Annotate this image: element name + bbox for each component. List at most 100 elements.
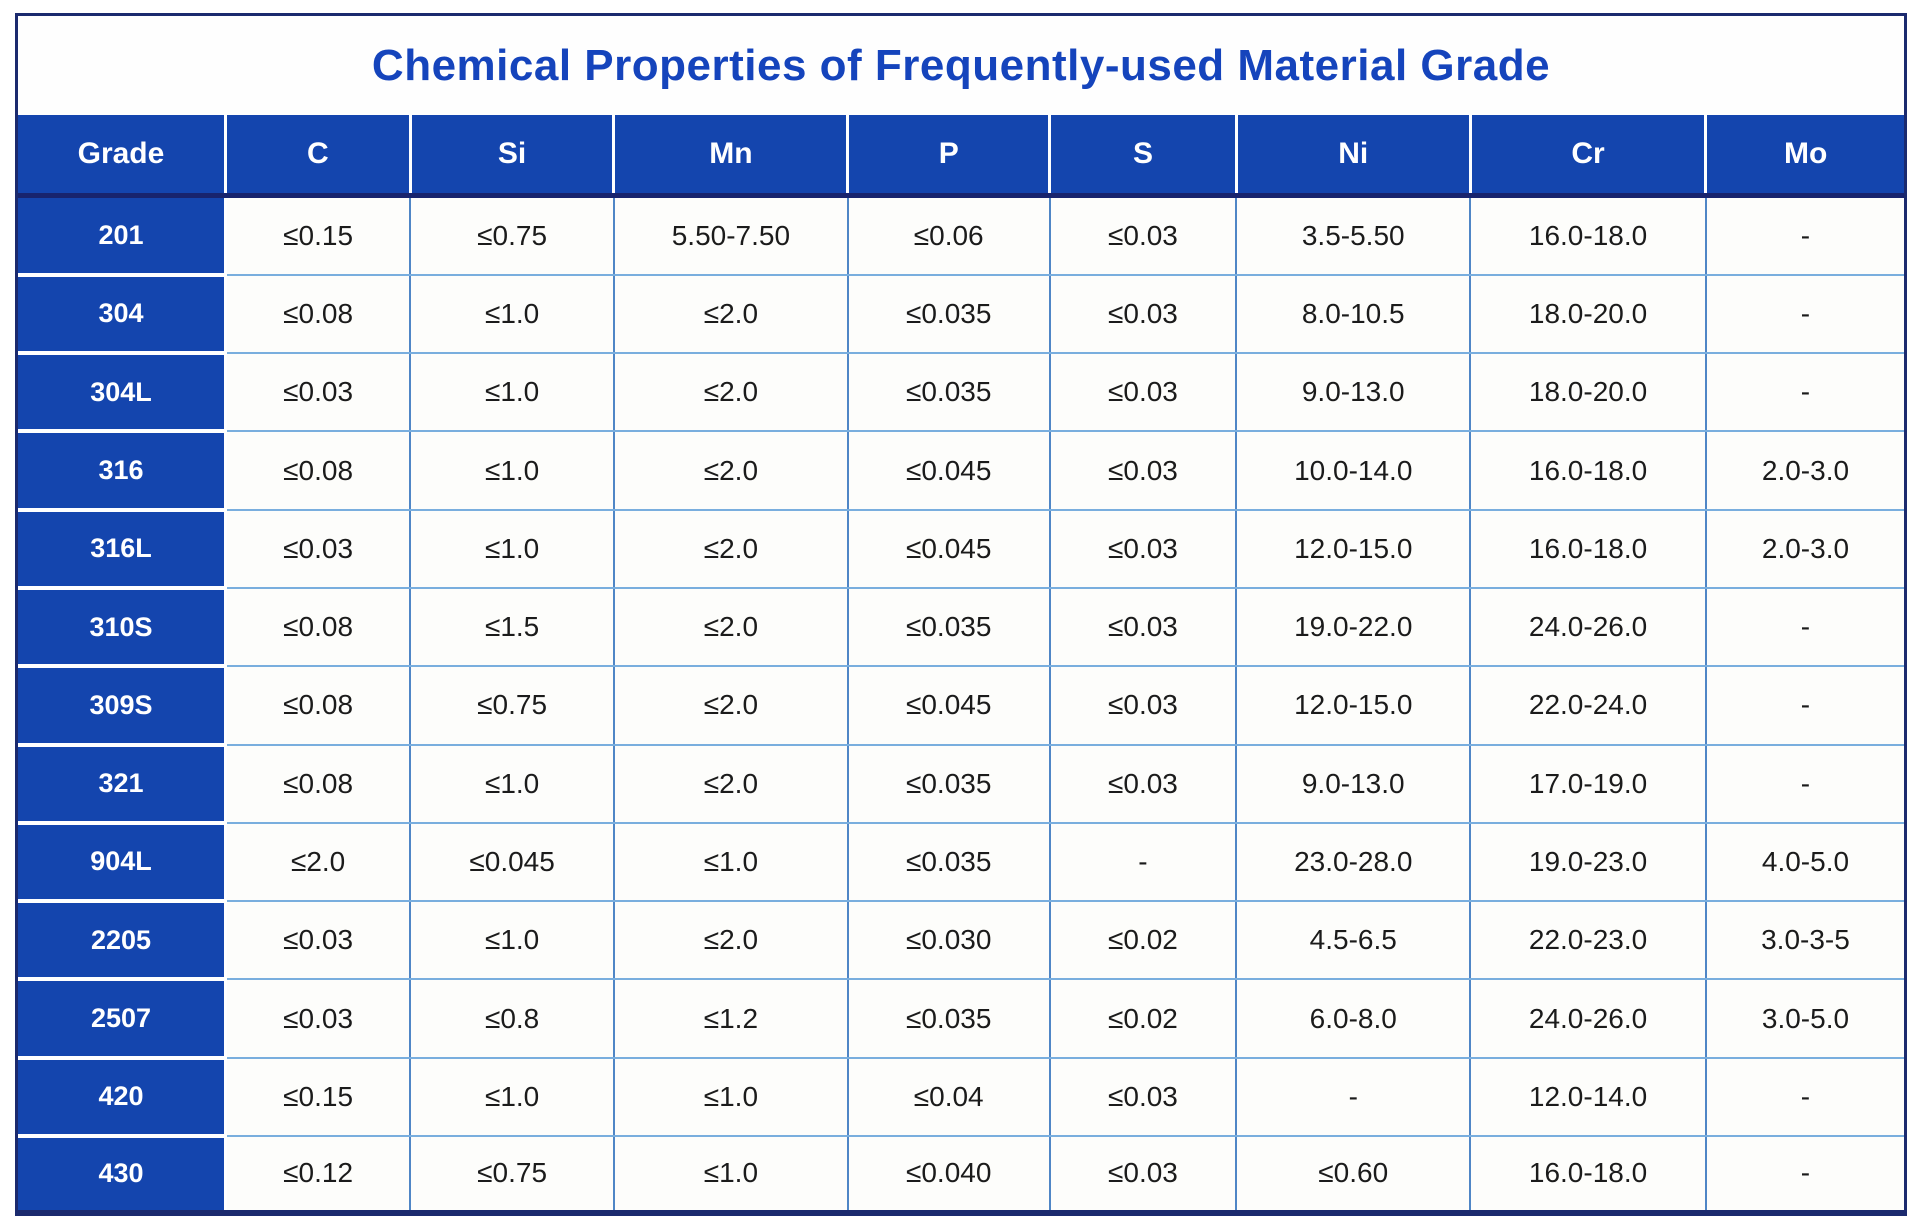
data-cell: ≤0.040 (847, 1135, 1051, 1210)
table-row: 316 ≤0.08 ≤1.0 ≤2.0 ≤0.045 ≤0.03 10.0-14.0 16.0… (18, 431, 1904, 512)
data-cell: ≤2.0 (613, 353, 849, 433)
data-cell: 2.0-3.0 (1705, 509, 1904, 589)
data-cell: - (1705, 195, 1904, 276)
data-cell: ≤0.035 (847, 274, 1051, 355)
data-cell: ≤1.0 (613, 1135, 849, 1210)
data-cell: ≤0.12 (225, 1135, 412, 1210)
data-cell: - (1705, 744, 1904, 824)
data-cell: ≤0.045 (847, 431, 1051, 511)
data-cell: 19.0-23.0 (1470, 822, 1707, 903)
data-cell: 18.0-20.0 (1470, 274, 1707, 355)
data-cell: ≤0.03 (1049, 1135, 1238, 1210)
data-cell: ≤1.5 (410, 587, 615, 668)
data-cell: ≤0.8 (410, 979, 615, 1059)
grade-cell: 201 (18, 195, 227, 277)
grade-cell: 420 (18, 1057, 227, 1138)
column-header-c: C (225, 115, 412, 198)
column-header-mo: Mo (1705, 115, 1904, 198)
data-cell: 2.0-3.0 (1705, 431, 1904, 511)
grade-cell: 321 (18, 744, 227, 825)
grade-cell: 304 (18, 274, 227, 356)
data-cell: ≤0.08 (225, 431, 412, 511)
data-cell: ≤0.03 (1049, 509, 1238, 589)
grade-cell: 304L (18, 353, 227, 434)
data-cell: ≤2.0 (613, 587, 849, 668)
grade-cell: 316L (18, 509, 227, 590)
data-cell: ≤2.0 (613, 666, 849, 746)
data-cell: ≤0.15 (225, 1057, 412, 1137)
grade-cell: 309S (18, 666, 227, 747)
data-cell: ≤0.15 (225, 195, 412, 276)
data-cell: 3.5-5.50 (1236, 195, 1472, 276)
data-cell: ≤1.0 (410, 431, 615, 511)
table-header-row: Grade C Si Mn P S Ni Cr Mo (18, 115, 1904, 198)
data-cell: ≤0.03 (1049, 666, 1238, 746)
data-cell: ≤1.0 (410, 1057, 615, 1137)
data-cell: 17.0-19.0 (1470, 744, 1707, 824)
data-cell: ≤1.0 (613, 1057, 849, 1137)
data-cell: ≤0.03 (1049, 431, 1238, 511)
table-row: 420 ≤0.15 ≤1.0 ≤1.0 ≤0.04 ≤0.03-12.0-14.0- (18, 1057, 1904, 1138)
column-header-si: Si (410, 115, 616, 198)
data-cell: 12.0-14.0 (1470, 1057, 1707, 1137)
data-cell: ≤2.0 (225, 822, 412, 903)
data-cell: - (1705, 587, 1904, 668)
grade-cell: 2507 (18, 979, 227, 1060)
table-row: 321 ≤0.08 ≤1.0 ≤2.0 ≤0.035 ≤0.03 9.0-13.0 17.0-… (18, 744, 1904, 825)
data-cell: ≤2.0 (613, 901, 849, 981)
data-cell: ≤0.045 (410, 822, 615, 903)
data-cell: ≤0.60 (1236, 1135, 1472, 1210)
data-cell: 10.0-14.0 (1236, 431, 1472, 511)
data-cell: ≤0.03 (225, 979, 412, 1059)
data-cell: ≤0.03 (1049, 587, 1238, 668)
data-cell: ≤2.0 (613, 274, 849, 355)
data-cell: ≤0.75 (410, 195, 615, 276)
table-row: 201 ≤0.15 ≤0.75 5.50-7.50 ≤0.06 ≤0.03 3.5-5.50… (18, 195, 1904, 277)
data-cell: 16.0-18.0 (1470, 195, 1707, 276)
data-cell: ≤0.03 (1049, 1057, 1238, 1137)
table-row: 304L ≤0.03 ≤1.0 ≤2.0 ≤0.035 ≤0.03 9.0-13.0 18.0… (18, 353, 1904, 434)
chemical-properties-table: Chemical Properties of Frequently-used M… (15, 13, 1907, 1216)
data-cell: ≤2.0 (613, 509, 849, 589)
table-body: 201 ≤0.15 ≤0.75 5.50-7.50 ≤0.06 ≤0.03 3.5-5.50… (18, 195, 1904, 1210)
data-cell: ≤0.06 (847, 195, 1051, 276)
data-cell: ≤0.03 (225, 901, 412, 981)
data-cell: ≤0.03 (1049, 195, 1238, 276)
data-cell: ≤0.03 (1049, 744, 1238, 824)
column-header-p: P (847, 115, 1052, 198)
data-cell: ≤0.030 (847, 901, 1051, 981)
data-cell: 22.0-24.0 (1470, 666, 1707, 746)
table-row: 904L ≤2.0 ≤0.045 ≤1.0 ≤0.035-23.0-28.0 19.0-2… (18, 822, 1904, 904)
data-cell: - (1705, 353, 1904, 433)
data-cell: ≤0.02 (1049, 979, 1238, 1059)
data-cell: ≤0.03 (1049, 274, 1238, 355)
table-row: 309S ≤0.08 ≤0.75 ≤2.0 ≤0.045 ≤0.03 12.0-15.0 22… (18, 666, 1904, 747)
grade-cell: 430 (18, 1135, 227, 1210)
table-row: 304 ≤0.08 ≤1.0 ≤2.0 ≤0.035 ≤0.03 8.0-10.5 18.0-… (18, 274, 1904, 356)
data-cell: ≤1.0 (410, 744, 615, 824)
data-cell: ≤0.08 (225, 274, 412, 355)
data-cell: ≤0.02 (1049, 901, 1238, 981)
data-cell: ≤0.03 (225, 353, 412, 433)
grade-cell: 904L (18, 822, 227, 904)
data-cell: 24.0-26.0 (1470, 587, 1707, 668)
grade-cell: 316 (18, 431, 227, 512)
table-row: 2205 ≤0.03 ≤1.0 ≤2.0 ≤0.030 ≤0.02 4.5-6.5 22.0-… (18, 901, 1904, 982)
data-cell: ≤0.08 (225, 587, 412, 668)
table-row: 310S ≤0.08 ≤1.5 ≤2.0 ≤0.035 ≤0.03 19.0-22.0 24.… (18, 587, 1904, 669)
data-cell: - (1705, 1057, 1904, 1137)
data-cell: 6.0-8.0 (1236, 979, 1472, 1059)
data-cell: - (1705, 666, 1904, 746)
data-cell: 12.0-15.0 (1236, 666, 1472, 746)
data-cell: ≤0.045 (847, 509, 1051, 589)
data-cell: 22.0-23.0 (1470, 901, 1707, 981)
data-cell: 24.0-26.0 (1470, 979, 1707, 1059)
column-header-ni: Ni (1236, 115, 1472, 198)
data-cell: ≤0.035 (847, 822, 1051, 903)
data-cell: ≤0.03 (1049, 353, 1238, 433)
data-cell: ≤2.0 (613, 431, 849, 511)
data-cell: ≤0.035 (847, 744, 1051, 824)
data-cell: 16.0-18.0 (1470, 431, 1707, 511)
data-cell: ≤0.035 (847, 587, 1051, 668)
page-title: Chemical Properties of Frequently-used M… (371, 40, 1551, 90)
